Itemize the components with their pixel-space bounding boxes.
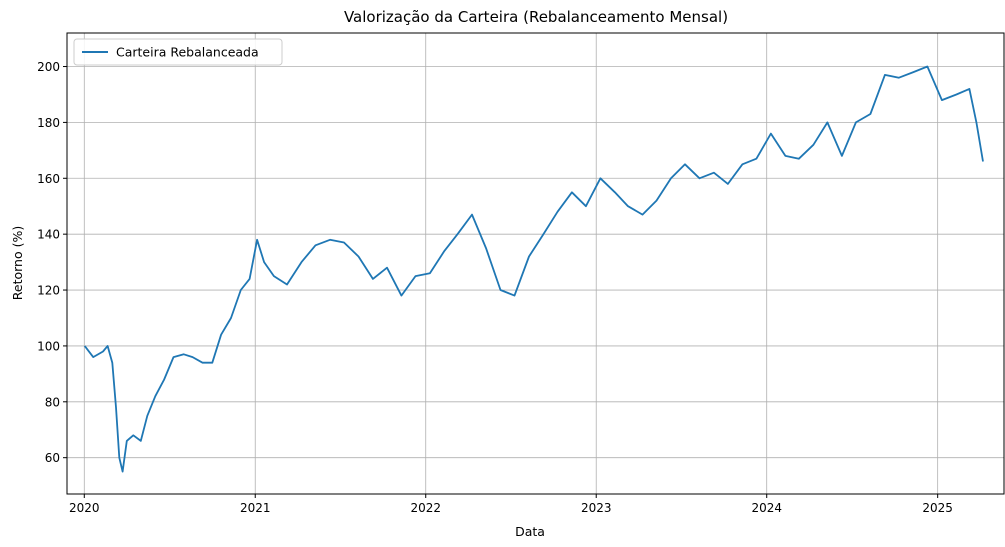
y-axis-label: Retorno (%) (10, 226, 25, 300)
y-tick-label: 60 (45, 451, 60, 465)
x-tick-label: 2023 (581, 501, 612, 515)
y-tick-label: 140 (37, 228, 60, 242)
x-axis-label: Data (515, 524, 545, 539)
x-tick-label: 2020 (69, 501, 100, 515)
x-tick-label: 2024 (751, 501, 782, 515)
chart-title: Valorização da Carteira (Rebalanceamento… (344, 8, 728, 26)
y-tick-label: 180 (37, 116, 60, 130)
legend: Carteira Rebalanceada (74, 39, 282, 65)
legend-label: Carteira Rebalanceada (116, 45, 259, 60)
x-tick-label: 2022 (410, 501, 441, 515)
x-tick-label: 2025 (922, 501, 953, 515)
y-tick-label: 200 (37, 60, 60, 74)
y-tick-label: 160 (37, 172, 60, 186)
x-tick-label: 2021 (240, 501, 271, 515)
y-tick-label: 80 (45, 395, 60, 409)
y-tick-label: 120 (37, 284, 60, 298)
y-tick-label: 100 (37, 339, 60, 353)
